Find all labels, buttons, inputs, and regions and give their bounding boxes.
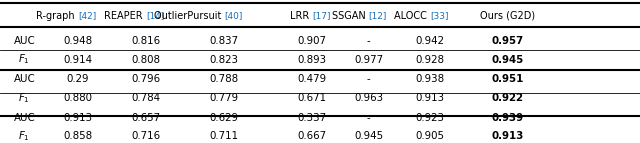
Text: ALOCC: ALOCC <box>394 11 430 21</box>
Text: 0.667: 0.667 <box>298 131 327 141</box>
Text: [12]: [12] <box>369 11 387 20</box>
Text: R-graph: R-graph <box>36 11 78 21</box>
Text: 0.907: 0.907 <box>298 36 327 46</box>
Text: $F_1$: $F_1$ <box>19 53 30 66</box>
Text: LRR: LRR <box>290 11 312 21</box>
Text: [14]: [14] <box>146 11 164 20</box>
Text: 0.796: 0.796 <box>131 75 161 85</box>
Text: 0.923: 0.923 <box>415 113 445 123</box>
Text: 0.808: 0.808 <box>131 55 161 65</box>
Text: 0.479: 0.479 <box>298 75 327 85</box>
Text: 0.938: 0.938 <box>415 75 445 85</box>
Text: 0.905: 0.905 <box>415 131 445 141</box>
Text: 0.928: 0.928 <box>415 55 445 65</box>
Text: 0.711: 0.711 <box>209 131 239 141</box>
Text: $F_1$: $F_1$ <box>19 91 30 105</box>
Text: 0.942: 0.942 <box>415 36 445 46</box>
Text: 0.913: 0.913 <box>63 113 93 123</box>
Text: 0.823: 0.823 <box>209 55 239 65</box>
Text: $F_1$: $F_1$ <box>19 129 30 143</box>
Text: 0.913: 0.913 <box>492 131 524 141</box>
Text: 0.977: 0.977 <box>354 55 383 65</box>
Text: 0.945: 0.945 <box>492 55 524 65</box>
Text: 0.816: 0.816 <box>131 36 161 46</box>
Text: OutlierPursuit: OutlierPursuit <box>154 11 224 21</box>
Text: 0.893: 0.893 <box>298 55 327 65</box>
Text: 0.716: 0.716 <box>131 131 161 141</box>
Text: Ours (G2D): Ours (G2D) <box>480 11 535 21</box>
Text: -: - <box>367 36 371 46</box>
Text: 0.788: 0.788 <box>209 75 239 85</box>
Text: [42]: [42] <box>78 11 97 20</box>
Text: 0.951: 0.951 <box>492 75 524 85</box>
Text: 0.858: 0.858 <box>63 131 93 141</box>
Text: 0.337: 0.337 <box>298 113 327 123</box>
Text: [17]: [17] <box>312 11 331 20</box>
Text: REAPER: REAPER <box>104 11 146 21</box>
Text: 0.914: 0.914 <box>63 55 93 65</box>
Text: AUC: AUC <box>13 75 35 85</box>
Text: 0.945: 0.945 <box>354 131 383 141</box>
Text: 0.880: 0.880 <box>63 93 93 103</box>
Text: 0.29: 0.29 <box>67 75 90 85</box>
Text: 0.629: 0.629 <box>209 113 239 123</box>
Text: 0.671: 0.671 <box>298 93 327 103</box>
Text: [33]: [33] <box>430 11 449 20</box>
Text: -: - <box>367 75 371 85</box>
Text: 0.922: 0.922 <box>492 93 524 103</box>
Text: 0.779: 0.779 <box>209 93 239 103</box>
Text: 0.939: 0.939 <box>492 113 524 123</box>
Text: 0.963: 0.963 <box>354 93 383 103</box>
Text: 0.784: 0.784 <box>131 93 161 103</box>
Text: SSGAN: SSGAN <box>332 11 369 21</box>
Text: 0.948: 0.948 <box>63 36 93 46</box>
Text: -: - <box>367 113 371 123</box>
Text: 0.657: 0.657 <box>131 113 161 123</box>
Text: AUC: AUC <box>13 113 35 123</box>
Text: [40]: [40] <box>224 11 243 20</box>
Text: 0.913: 0.913 <box>415 93 445 103</box>
Text: AUC: AUC <box>13 36 35 46</box>
Text: 0.957: 0.957 <box>492 36 524 46</box>
Text: 0.837: 0.837 <box>209 36 239 46</box>
